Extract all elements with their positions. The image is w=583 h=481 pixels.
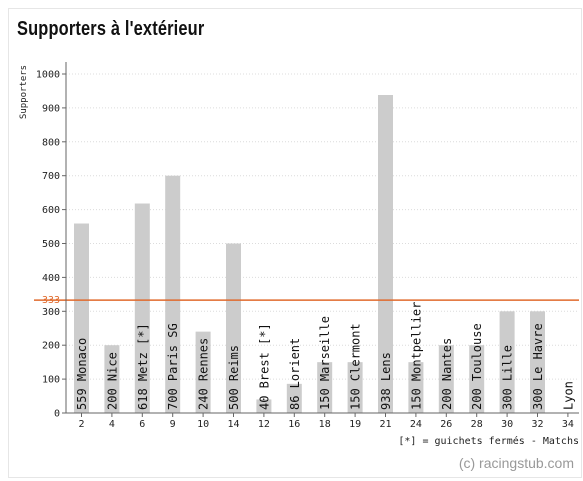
x-tick-label: 34 [562,419,574,430]
bar-label: 150 Clermont [349,323,363,410]
bar [286,383,302,413]
x-tick-label: 16 [288,419,300,430]
bar-label: 150 Montpellier [409,302,423,410]
y-axis-title: Supporters [19,65,29,119]
x-tick-label: 4 [109,419,115,430]
bar-label: 200 Nantes [440,338,454,410]
x-tick-label: 6 [139,419,145,430]
bar-label: 300 Lille [501,345,515,410]
y-tick-label: 600 [42,205,60,216]
x-tick-label: 24 [410,419,422,430]
bar [134,203,150,413]
reference-line-label: 333 [42,295,60,306]
x-tick-label: 32 [531,419,543,430]
bar-label: 40 Brest [*] [257,323,271,410]
x-tick-label: 30 [501,419,513,430]
x-tick-label: 2 [78,419,84,430]
x-tick-label: 10 [197,419,209,430]
bar-label: 559 Monaco [75,338,89,410]
bar [378,95,393,413]
bar [469,345,485,413]
y-tick-label: 0 [54,409,60,420]
bar [347,362,363,413]
x-tick-label: 14 [227,419,239,430]
bar-labels: 559 Monaco 200 Nice 618 Metz [*] 700 Paris … [75,302,575,410]
chart-title: Supporters à l'extérieur [17,18,205,40]
y-tick-label: 800 [42,137,60,148]
bar [530,311,545,413]
x-tick-label: 9 [170,419,176,430]
bar-label: 618 Metz [*] [136,323,150,410]
y-tick-label: 500 [42,239,60,250]
bar-label: Lyon [561,381,575,410]
bar-label: 500 Reims [227,345,241,410]
bar [74,223,89,413]
bar-label: 200 Nice [105,352,119,410]
y-tick-label: 200 [42,341,60,352]
bar-label: 938 Lens [379,352,393,410]
bar [499,311,515,413]
y-tick-label: 1000 [36,70,60,81]
y-tick-label: 700 [42,171,60,182]
bar [438,345,454,413]
bar [226,243,241,413]
x-tick-label: 21 [379,419,391,430]
bar [104,345,120,413]
x-tick-label: 28 [471,419,483,430]
x-tick-label: 18 [319,419,331,430]
y-tick-label: 900 [42,103,60,114]
x-tick-label: 26 [440,419,452,430]
bar-label: 86 Lorient [288,338,302,410]
bar [408,362,424,413]
bar-label: 300 Le Havre [531,323,545,410]
bar-label: 700 Paris SG [166,323,180,410]
bar [165,175,181,413]
y-tick-label: 300 [42,307,60,318]
bars [74,95,545,413]
bar-label: 200 Toulouse [470,323,484,410]
credit-text: (c) racingstub.com [459,455,574,471]
y-tick-label: 100 [42,375,60,386]
reference-line-group: 333 [34,295,579,306]
x-tick-label: 19 [349,419,361,430]
bar [195,331,211,413]
bar-label: 150 Marseille [318,316,332,410]
bar [317,362,333,413]
footnote: [*] = guichets fermés - Matchs [398,435,579,447]
y-tick-label: 400 [42,273,60,284]
x-tick-label: 12 [258,419,270,430]
bar [256,399,272,413]
bar-label: 240 Rennes [197,338,211,410]
